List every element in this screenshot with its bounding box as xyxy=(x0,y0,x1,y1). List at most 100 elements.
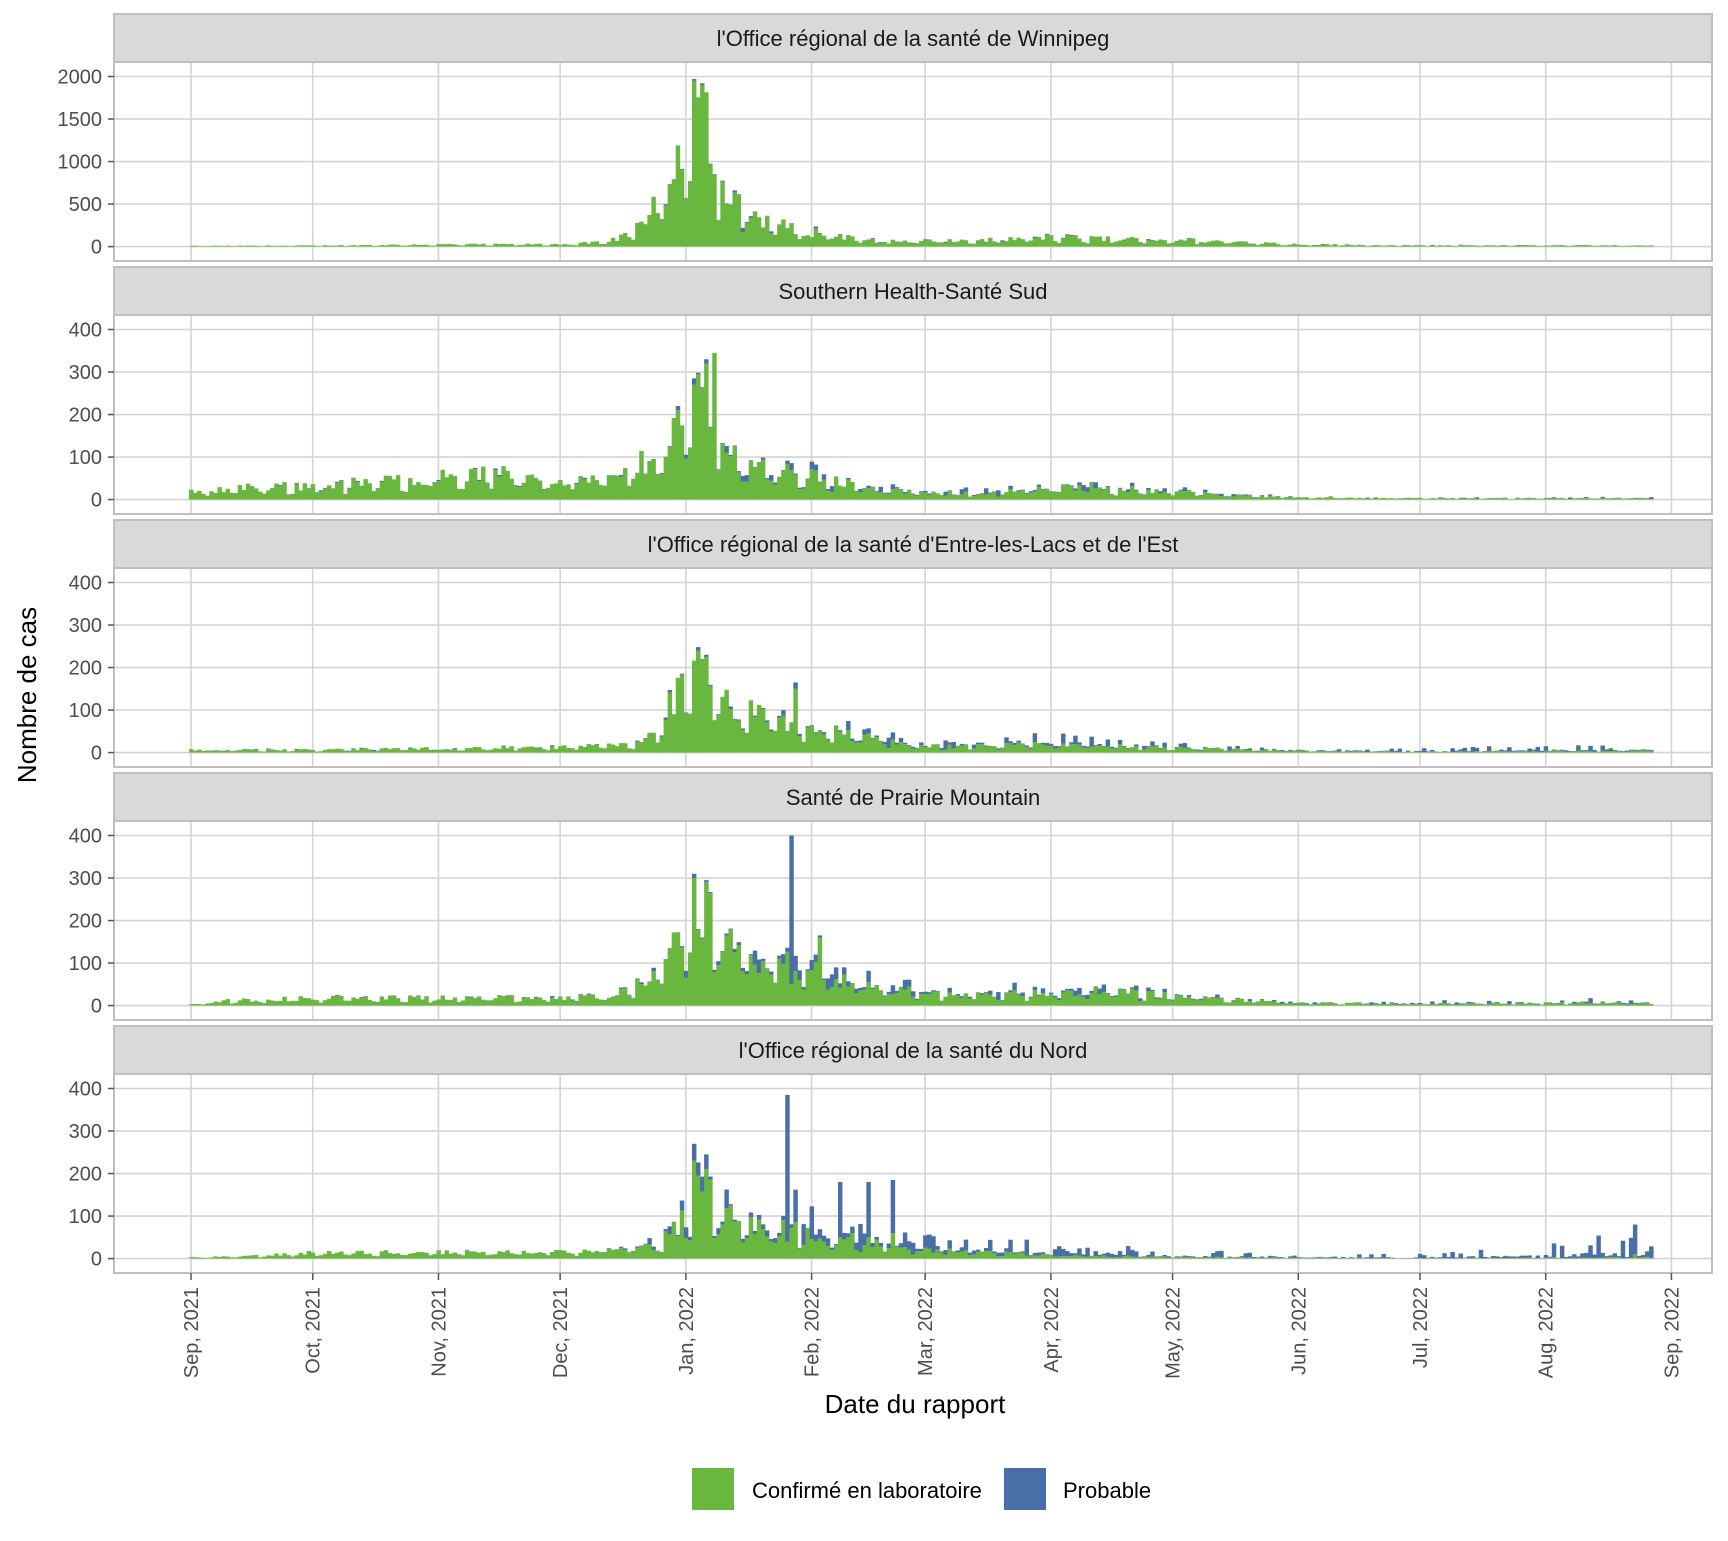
bar-confirmed xyxy=(497,244,501,247)
bar-probable xyxy=(1244,494,1248,495)
bar-confirmed xyxy=(1625,752,1629,753)
bar-confirmed xyxy=(1077,1256,1081,1259)
bar-confirmed xyxy=(201,1258,205,1259)
bar-probable xyxy=(1000,1252,1004,1256)
bar-confirmed xyxy=(1333,498,1337,499)
bar-probable xyxy=(862,729,866,735)
bar-confirmed xyxy=(473,998,477,1005)
bar-confirmed xyxy=(445,1251,449,1259)
bar-confirmed xyxy=(380,245,384,246)
bar-probable xyxy=(1203,747,1207,748)
bar-confirmed xyxy=(558,997,562,1006)
bar-confirmed xyxy=(676,678,680,753)
bar-confirmed xyxy=(737,1221,741,1258)
bar-confirmed xyxy=(1029,998,1033,1006)
bar-confirmed xyxy=(1037,996,1041,1006)
bar-confirmed xyxy=(964,492,968,500)
bar-confirmed xyxy=(883,1252,887,1259)
bar-probable xyxy=(911,1243,915,1255)
bar-probable xyxy=(1008,990,1012,992)
bar-probable xyxy=(793,1190,797,1223)
bar-confirmed xyxy=(1361,1258,1365,1259)
bar-confirmed xyxy=(1106,994,1110,1006)
bar-confirmed xyxy=(1053,1257,1057,1259)
bar-confirmed xyxy=(1244,242,1248,246)
bar-probable xyxy=(651,968,655,971)
bar-confirmed xyxy=(274,1001,278,1005)
bar-confirmed xyxy=(436,1250,440,1258)
bar-probable xyxy=(1576,745,1580,750)
bar-probable xyxy=(919,742,923,745)
bar-confirmed xyxy=(615,241,619,247)
bar-confirmed xyxy=(1649,1258,1653,1259)
bar-confirmed xyxy=(1260,244,1264,247)
bar-confirmed xyxy=(992,997,996,1006)
bar-confirmed xyxy=(1093,986,1097,1005)
bar-probable xyxy=(1025,493,1029,494)
bar-confirmed xyxy=(668,948,672,1005)
bar-confirmed xyxy=(1272,1257,1276,1258)
bar-confirmed xyxy=(526,997,530,1005)
bar-probable xyxy=(728,1204,732,1205)
bar-confirmed xyxy=(931,492,935,499)
bar-probable xyxy=(1183,241,1187,242)
bar-confirmed xyxy=(1605,751,1609,753)
bar-confirmed xyxy=(1154,241,1158,247)
bar-confirmed xyxy=(522,483,526,500)
bar-confirmed xyxy=(1025,1001,1029,1006)
bar-confirmed xyxy=(201,494,205,500)
legend-item: Confirmé en laboratoire xyxy=(692,1468,982,1510)
bar-probable xyxy=(684,1227,688,1238)
bar-probable xyxy=(943,1250,947,1255)
bar-probable xyxy=(660,219,664,220)
bar-confirmed xyxy=(234,1257,238,1258)
bar-confirmed xyxy=(708,1180,712,1259)
bar-confirmed xyxy=(822,236,826,246)
bar-confirmed xyxy=(1004,993,1008,1006)
bar-probable xyxy=(1069,485,1073,486)
bar-probable xyxy=(704,359,708,363)
bar-confirmed xyxy=(1479,1004,1483,1005)
bar-probable xyxy=(1081,1254,1085,1256)
y-tick-label: 0 xyxy=(91,237,102,259)
bar-confirmed xyxy=(935,745,939,753)
bar-confirmed xyxy=(668,447,672,500)
bar-probable xyxy=(708,892,712,893)
bar-probable xyxy=(1556,1003,1560,1004)
bar-confirmed xyxy=(599,244,603,247)
bar-probable xyxy=(1471,747,1475,752)
bar-probable xyxy=(903,743,907,744)
bar-probable xyxy=(1641,1003,1645,1004)
bar-probable xyxy=(1495,1002,1499,1003)
bar-confirmed xyxy=(424,1253,428,1259)
bar-confirmed xyxy=(692,661,696,753)
bar-confirmed xyxy=(789,723,793,753)
bar-probable xyxy=(846,1233,850,1237)
bar-confirmed xyxy=(436,481,440,499)
bar-confirmed xyxy=(1499,498,1503,499)
bar-confirmed xyxy=(728,709,732,753)
bar-confirmed xyxy=(668,692,672,752)
bar-confirmed xyxy=(668,1234,672,1258)
bar-probable xyxy=(814,1235,818,1242)
bar-confirmed xyxy=(1418,1004,1422,1006)
bar-confirmed xyxy=(193,1257,197,1258)
bar-confirmed xyxy=(453,749,457,753)
bar-confirmed xyxy=(1126,492,1130,499)
bar-confirmed xyxy=(1118,989,1122,1006)
bar-confirmed xyxy=(1296,497,1300,499)
bar-confirmed xyxy=(854,241,858,247)
bar-probable xyxy=(1183,1256,1187,1257)
bar-probable xyxy=(1523,1256,1527,1258)
bar-confirmed xyxy=(1012,1254,1016,1259)
bar-confirmed xyxy=(980,1252,984,1259)
bar-confirmed xyxy=(781,220,785,247)
bar-confirmed xyxy=(1041,240,1045,247)
bar-confirmed xyxy=(420,1252,424,1258)
bar-confirmed xyxy=(1102,490,1106,500)
bar-confirmed xyxy=(996,750,1000,753)
bar-confirmed xyxy=(903,1247,907,1259)
bar-confirmed xyxy=(1353,1258,1357,1259)
bar-probable xyxy=(789,463,793,470)
bar-probable xyxy=(1073,991,1077,997)
